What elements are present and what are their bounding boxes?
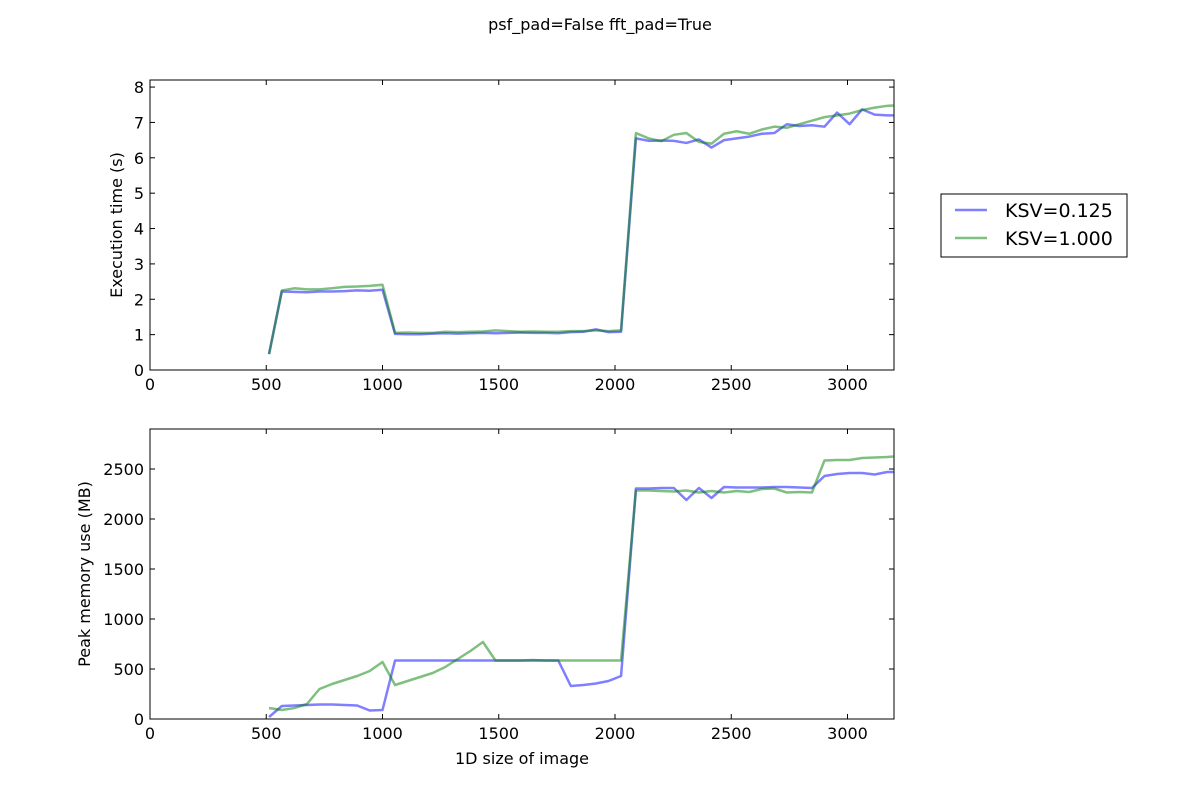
series-line-1	[268, 470, 894, 718]
y-tick-label: 7	[134, 113, 144, 132]
x-tick-label: 2500	[711, 375, 752, 394]
legend: KSV=0.125 KSV=1.000	[940, 193, 1128, 258]
y-axis-label: Execution time (s)	[107, 152, 126, 298]
x-tick-label: 1500	[478, 724, 519, 743]
legend-label-1: KSV=0.125	[1005, 200, 1113, 222]
y-axis-label: Peak memory use (MB)	[75, 481, 94, 667]
y-tick-label: 5	[134, 184, 144, 203]
y-tick-label: 4	[134, 220, 144, 239]
x-tick-label: 3000	[827, 375, 868, 394]
x-tick-label: 500	[251, 375, 282, 394]
y-tick-label: 500	[113, 660, 144, 679]
y-tick-label: 3	[134, 255, 144, 274]
legend-label-2: KSV=1.000	[1005, 228, 1113, 250]
x-tick-label: 2000	[595, 724, 636, 743]
x-tick-label: 3000	[827, 724, 868, 743]
y-tick-label: 1	[134, 326, 144, 345]
y-tick-label: 8	[134, 78, 144, 97]
series-lines	[267, 104, 894, 355]
charts-layer: 0 500 1000 1500 2000 2500 3000 0 1 2 3 4 5 6 7 8 Executi…	[75, 78, 895, 768]
series-line-2	[268, 455, 894, 712]
chart-panel-2: 0 500 1000 1500 2000 2500 3000 0 500 1000 1500 2000…	[75, 428, 895, 768]
y-tick-label: 6	[134, 149, 144, 168]
y-tick-label: 1500	[103, 560, 144, 579]
y-tick-label: 2000	[103, 510, 144, 529]
plot-area-frame	[149, 79, 895, 371]
x-tick-label: 500	[251, 724, 282, 743]
x-tick-label: 1500	[478, 375, 519, 394]
x-tick-label: 0	[145, 375, 155, 394]
x-tick-label: 2500	[711, 724, 752, 743]
legend-box	[940, 193, 1128, 258]
y-tick-label: 2500	[103, 460, 144, 479]
y-tick-label: 1000	[103, 610, 144, 629]
chart-panel-1: 0 500 1000 1500 2000 2500 3000 0 1 2 3 4 5 6 7 8 Executi…	[107, 78, 895, 394]
x-tick-label: 1000	[362, 724, 403, 743]
figure-suptitle: psf_pad=False fft_pad=True	[488, 15, 712, 35]
x-tick-label: 1000	[362, 375, 403, 394]
y-tick-label: 0	[134, 710, 144, 729]
y-tick-label: 2	[134, 290, 144, 309]
series-lines	[268, 455, 894, 718]
x-axis-label: 1D size of image	[455, 749, 589, 768]
y-tick-label: 0	[134, 361, 144, 380]
x-tick-label: 0	[145, 724, 155, 743]
x-tick-label: 2000	[595, 375, 636, 394]
series-line-2	[267, 104, 894, 355]
plot-area-frame	[149, 428, 895, 720]
